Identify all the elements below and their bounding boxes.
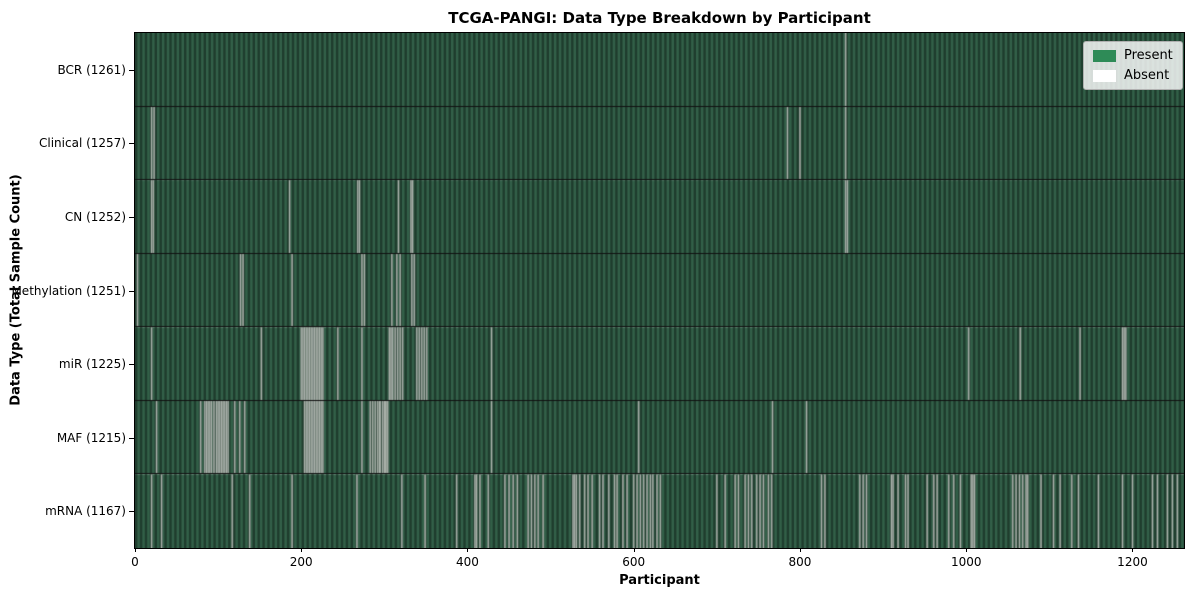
y-tick-label: miR (1225) — [58, 357, 126, 372]
x-tick-mark — [467, 548, 468, 552]
x-tick-label: 800 — [788, 555, 812, 569]
legend-label-present: Present — [1124, 48, 1173, 63]
legend-swatch-absent — [1093, 69, 1116, 82]
x-tick-mark — [800, 548, 801, 552]
y-tick-mark — [129, 217, 134, 218]
y-tick-label: mRNA (1167) — [45, 504, 126, 519]
x-tick-label: 0 — [131, 555, 139, 569]
x-axis-title: Participant — [619, 573, 700, 588]
x-tick-label: 600 — [622, 555, 646, 569]
legend-label-absent: Absent — [1124, 68, 1170, 83]
y-tick-mark — [129, 364, 134, 365]
legend: Present Absent — [1083, 41, 1183, 90]
x-tick-mark — [966, 548, 967, 552]
y-tick-mark — [129, 70, 134, 71]
y-tick-label: Methylation (1251) — [11, 283, 126, 298]
plot-area — [134, 32, 1185, 549]
x-tick-label: 1200 — [1117, 555, 1148, 569]
y-tick-label: BCR (1261) — [57, 62, 126, 77]
x-tick-label: 400 — [456, 555, 479, 569]
heatmap-canvas — [135, 33, 1184, 548]
x-tick-label: 1000 — [950, 555, 982, 569]
chart-title: TCGA-PANGI: Data Type Breakdown by Parti… — [448, 9, 871, 27]
x-tick-mark — [301, 548, 302, 552]
legend-swatch-present — [1093, 49, 1116, 62]
x-tick-mark — [135, 548, 136, 552]
y-tick-mark — [129, 291, 134, 292]
legend-item-present: Present — [1093, 49, 1173, 62]
y-tick-label: CN (1252) — [64, 209, 126, 224]
x-tick-mark — [1132, 548, 1133, 552]
y-tick-mark — [129, 143, 134, 144]
y-tick-mark — [129, 511, 134, 512]
x-tick-mark — [634, 548, 635, 552]
y-tick-mark — [129, 438, 134, 439]
y-tick-label: Clinical (1257) — [39, 136, 126, 151]
x-tick-label: 200 — [289, 555, 313, 569]
y-tick-label: MAF (1215) — [56, 430, 126, 445]
legend-item-absent: Absent — [1093, 69, 1173, 82]
